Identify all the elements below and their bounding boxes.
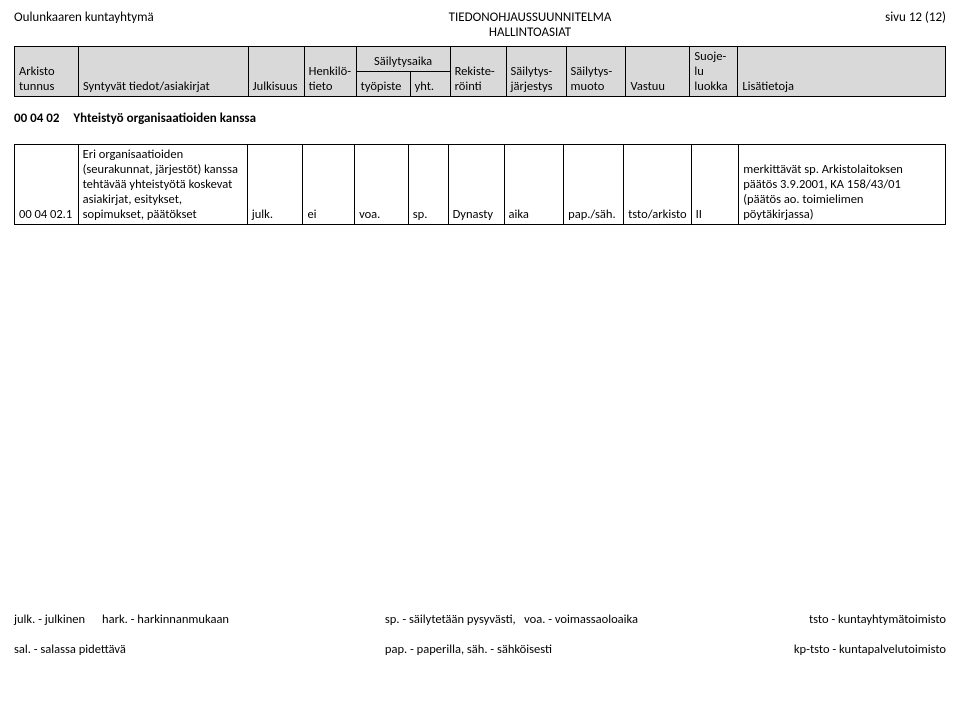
hdr-arkisto: Arkisto: [19, 64, 74, 79]
footer: julk. - julkinen hark. - harkinnanmukaan…: [14, 597, 946, 657]
data-table: 00 04 02.1 Eri organisaatioiden (seuraku…: [14, 144, 946, 225]
hdr-suojeluluokka: Suoje- lu luokka: [690, 47, 738, 97]
cell-sailytysmuoto: pap./säh.: [564, 145, 624, 225]
hdr-henkilo-a: Henkilö-: [309, 64, 352, 79]
cell-julkisuus: julk.: [247, 145, 303, 225]
cell-lisatieto: merkittävät sp. Arkistolaitoksen päätös …: [739, 145, 946, 225]
footer-l2: sal. - salassa pidettävä: [14, 642, 126, 657]
section-code: 00 04 02: [14, 111, 59, 126]
cell-lisa-1: merkittävät sp. Arkistolaitoksen: [743, 162, 941, 177]
hdr-sj-b: järjestys: [511, 79, 562, 94]
page-number: sivu 12 (12): [866, 10, 946, 25]
hdr-sl-b: lu: [694, 64, 733, 79]
hdr-sl-a: Suoje-: [694, 49, 733, 64]
cell-tyopiste: voa.: [355, 145, 409, 225]
footer-r2: kp-tsto - kuntapalvelutoimisto: [794, 642, 946, 657]
org-title: Oulunkaaren kuntayhtymä: [14, 10, 194, 25]
footer-r1: tsto - kuntayhtymätoimisto: [809, 612, 946, 627]
doc-title-2: HALLINTOASIAT: [194, 25, 866, 40]
footer-left: julk. - julkinen hark. - harkinnanmukaan…: [14, 597, 229, 657]
hdr-sl-c: luokka: [694, 79, 733, 94]
hdr-rek-a: Rekiste-: [455, 64, 502, 79]
hdr-rek-b: röinti: [455, 79, 502, 94]
section-title: Yhteistyö organisaatioiden kanssa: [73, 111, 256, 126]
hdr-lisatietoja: Lisätietoja: [738, 47, 946, 97]
cell-code: 00 04 02.1: [15, 145, 79, 225]
section-row: 00 04 02 Yhteistyö organisaatioiden kans…: [14, 111, 946, 126]
cell-sailytysjarjestys: aika: [504, 145, 564, 225]
hdr-sailytysaika: Säilytysaika: [356, 47, 450, 72]
doc-title-1: TIEDONOHJAUSSUUNNITELMA: [194, 10, 866, 25]
cell-rekisterointi: Dynasty: [448, 145, 504, 225]
hdr-syntyvat: Syntyvät tiedot/asiakirjat: [78, 47, 248, 97]
cell-lisa-4: pöytäkirjassa): [743, 207, 941, 222]
cell-desc-4: asiakirjat, esitykset,: [83, 192, 243, 207]
footer-mid: sp. - säilytetään pysyvästi, voa. - voim…: [385, 597, 638, 657]
footer-m1b: voa. - voimassaoloaika: [524, 612, 638, 627]
hdr-sm-b: muoto: [571, 79, 622, 94]
hdr-arkistotunnus: Arkisto tunnus: [15, 47, 79, 97]
hdr-henkilotieto: Henkilö- tieto: [304, 47, 356, 97]
cell-desc-5: sopimukset, päätökset: [83, 207, 243, 222]
hdr-sj-a: Säilytys-: [511, 64, 562, 79]
cell-suojeluluokka: II: [691, 145, 739, 225]
hdr-tyopiste: työpiste: [356, 72, 410, 97]
hdr-yht: yht.: [410, 72, 450, 97]
cell-vastuu: tsto/arkisto: [624, 145, 692, 225]
table-row: 00 04 02.1 Eri organisaatioiden (seuraku…: [15, 145, 946, 225]
footer-right: tsto - kuntayhtymätoimisto kp-tsto - kun…: [794, 597, 946, 657]
footer-l1: julk. - julkinen: [14, 612, 85, 627]
hdr-henkilo-b: tieto: [309, 79, 352, 94]
footer-m2: pap. - paperilla, säh. - sähköisesti: [385, 642, 552, 657]
cell-desc: Eri organisaatioiden (seurakunnat, järje…: [78, 145, 247, 225]
cell-desc-2: (seurakunnat, järjestöt) kanssa: [83, 162, 243, 177]
hdr-sm-a: Säilytys-: [571, 64, 622, 79]
hdr-vastuu: Vastuu: [626, 47, 690, 97]
footer-m1: sp. - säilytetään pysyvästi,: [385, 612, 516, 627]
cell-desc-3: tehtävää yhteistyötä koskevat: [83, 177, 243, 192]
hdr-sailytysjarjestys: Säilytys- järjestys: [506, 47, 566, 97]
cell-yht: sp.: [408, 145, 448, 225]
column-header-table: Arkisto tunnus Syntyvät tiedot/asiakirja…: [14, 46, 946, 97]
hdr-tunnus: tunnus: [19, 79, 74, 94]
hdr-sailytysmuoto: Säilytys- muoto: [566, 47, 626, 97]
cell-lisa-2: päätös 3.9.2001, KA 158/43/01: [743, 177, 941, 192]
footer-l1b: hark. - harkinnanmukaan: [102, 612, 229, 627]
cell-lisa-3: (päätös ao. toimielimen: [743, 192, 941, 207]
cell-desc-1: Eri organisaatioiden: [83, 147, 243, 162]
hdr-rekisterointi: Rekiste- röinti: [450, 47, 506, 97]
cell-henkilotieto: ei: [303, 145, 355, 225]
hdr-julkisuus: Julkisuus: [248, 47, 304, 97]
